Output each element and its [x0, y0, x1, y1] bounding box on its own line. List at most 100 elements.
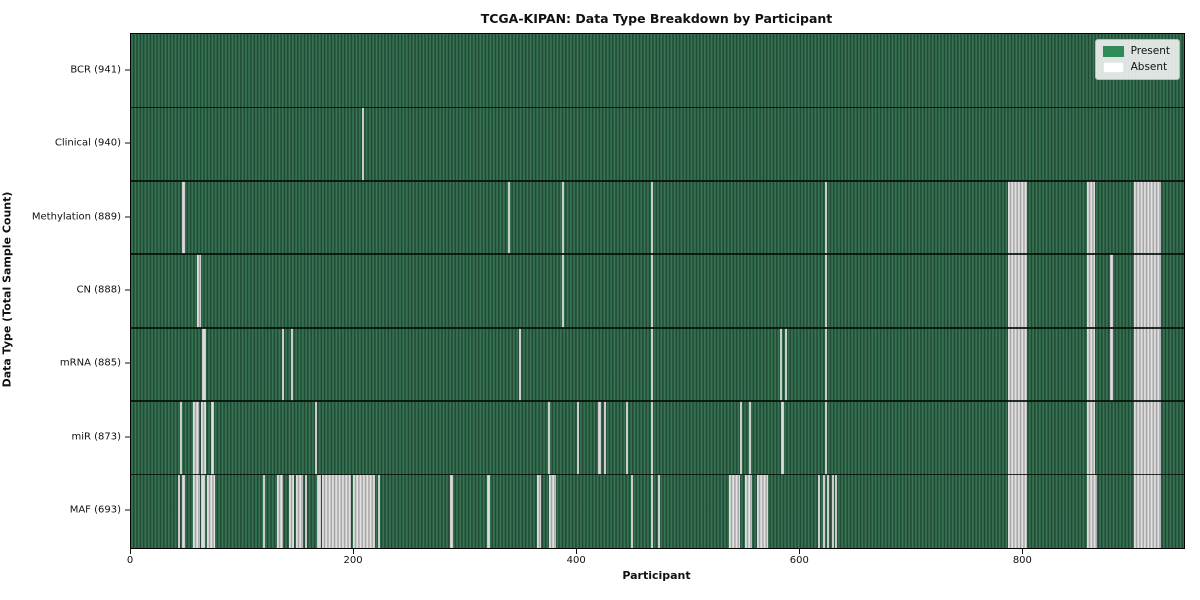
row-separator [131, 106, 1184, 109]
x-tick-label: 400 [566, 555, 586, 566]
x-tick-label: 0 [126, 555, 134, 566]
chart-title: TCGA-KIPAN: Data Type Breakdown by Parti… [480, 11, 833, 26]
absent-stripe [1133, 474, 1161, 548]
absent-stripe [1133, 180, 1161, 255]
row-separator [131, 253, 1184, 256]
absent-stripe [577, 401, 580, 475]
plot-area: Present Absent [130, 33, 1185, 549]
absent-stripe [822, 474, 825, 548]
x-axis-label: Participant [622, 569, 691, 582]
absent-stripe [781, 401, 784, 475]
absent-stripe [361, 107, 365, 181]
absent-stripe [193, 474, 201, 548]
absent-stripe [182, 180, 185, 255]
absent-stripe [650, 180, 654, 255]
absent-stripe [598, 401, 601, 475]
absent-stripe [508, 180, 511, 255]
absent-stripe [650, 254, 654, 328]
absent-stripe [824, 180, 828, 255]
y-tick [125, 142, 130, 144]
absent-stripe [630, 474, 633, 548]
y-tick [125, 362, 130, 364]
absent-stripe [211, 401, 214, 475]
y-tick [125, 216, 130, 218]
absent-stripe [824, 327, 828, 402]
absent-stripe [780, 327, 783, 402]
x-tick [576, 548, 578, 554]
absent-stripe [1086, 327, 1095, 402]
absent-stripe [626, 401, 629, 475]
absent-stripe [196, 254, 202, 328]
y-tick [125, 289, 130, 291]
absent-stripe [315, 401, 318, 475]
absent-stripe [1007, 254, 1027, 328]
y-tick-label: MAF (693) [69, 504, 121, 516]
x-tick [799, 548, 801, 554]
y-tick-label: miR (873) [71, 431, 121, 443]
y-tick [125, 69, 130, 71]
absent-stripe [201, 474, 205, 548]
absent-stripe [650, 474, 654, 548]
x-axis-ticks [130, 548, 1183, 554]
absent-stripe [1007, 327, 1027, 402]
y-axis-tick-labels: BCR (941) Clinical (940) Methylation (889)… [0, 33, 121, 547]
legend: Present Absent [1094, 39, 1180, 80]
legend-absent-swatch-icon [1102, 62, 1124, 73]
absent-stripe [352, 474, 376, 548]
absent-stripe [827, 474, 830, 548]
absent-stripe [486, 474, 491, 548]
absent-stripe [1110, 254, 1113, 328]
legend-item-present: Present [1102, 46, 1170, 57]
absent-stripe [305, 474, 308, 548]
absent-stripe [281, 327, 284, 402]
absent-stripe [784, 327, 787, 402]
absent-stripe [744, 474, 753, 548]
absent-stripe [296, 474, 303, 548]
absent-stripe [177, 474, 181, 548]
absent-stripe [1007, 474, 1027, 548]
absent-stripe [202, 327, 206, 402]
row-separator [131, 326, 1184, 329]
x-axis-tick-labels: 0 200 400 600 800 [126, 555, 1183, 569]
y-tick-label: BCR (941) [70, 64, 121, 76]
absent-stripe [603, 401, 607, 475]
absent-stripe [748, 401, 752, 475]
absent-stripe [537, 474, 542, 548]
absent-stripe [1086, 401, 1095, 475]
row-separator [131, 473, 1184, 476]
absent-stripe [206, 474, 215, 548]
absent-stripe [561, 180, 564, 255]
absent-stripe [728, 474, 741, 548]
absent-stripe [549, 474, 556, 548]
absent-stripe [650, 401, 654, 475]
absent-stripe [182, 474, 185, 548]
x-tick-label: 800 [1012, 555, 1032, 566]
absent-stripe [1110, 327, 1113, 402]
row-separator [131, 180, 1184, 182]
absent-stripe [1086, 180, 1095, 255]
y-tick-label: Clinical (940) [54, 137, 121, 149]
legend-item-absent: Absent [1102, 62, 1170, 73]
absent-stripe [321, 474, 351, 548]
row-separator [131, 400, 1184, 402]
x-tick-label: 200 [343, 555, 363, 566]
absent-stripe [824, 254, 828, 328]
y-tick [125, 436, 130, 438]
absent-stripe [377, 474, 380, 548]
x-tick [1022, 548, 1024, 554]
absent-stripe [1133, 327, 1161, 402]
y-tick-label: Methylation (889) [31, 211, 121, 223]
absent-stripe [1086, 474, 1097, 548]
absent-stripe [317, 474, 321, 548]
absent-stripe [548, 401, 551, 475]
absent-stripe [1007, 401, 1027, 475]
x-tick [130, 548, 131, 554]
absent-stripe [289, 474, 294, 548]
absent-stripe [1086, 254, 1095, 328]
absent-stripe [657, 474, 660, 548]
absent-stripe [1133, 401, 1161, 475]
absent-stripe [834, 474, 838, 548]
absent-stripe [277, 474, 283, 548]
absent-stripe [1007, 180, 1027, 255]
